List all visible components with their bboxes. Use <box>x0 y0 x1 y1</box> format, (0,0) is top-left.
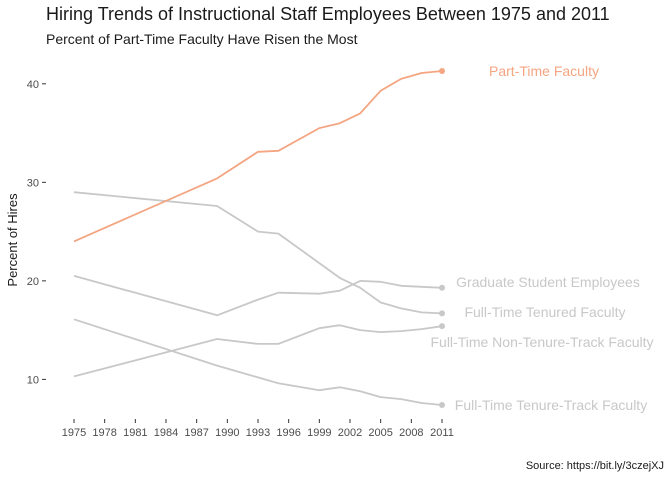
y-axis-title: Percent of Hires <box>5 193 20 287</box>
y-tick-label: 30 <box>27 177 39 189</box>
series-label-full-time-non-tenure-track-faculty: Full-Time Non-Tenure-Track Faculty <box>430 334 653 350</box>
series-label-part-time-faculty: Part-Time Faculty <box>489 63 599 79</box>
series-line-part-time-faculty <box>73 70 443 243</box>
x-tick-label: 2005 <box>368 427 392 439</box>
end-point-graduate-student-employees <box>439 284 445 291</box>
series-label-graduate-student-employees: Graduate Student Employees <box>456 274 640 290</box>
y-tick-label: 20 <box>27 276 39 288</box>
x-tick-label: 1990 <box>215 427 239 439</box>
series-line-full-time-tenure-track-faculty <box>73 318 443 406</box>
end-point-full-time-non-tenure-track-faculty <box>439 323 445 330</box>
x-tick-label: 1984 <box>154 427 178 439</box>
x-tick-label: 2008 <box>399 427 423 439</box>
series-line-full-time-non-tenure-track-faculty <box>73 324 443 378</box>
series-end-points <box>439 68 445 408</box>
x-tick-label: 1981 <box>123 427 147 439</box>
series-line-graduate-student-employees <box>73 275 443 317</box>
x-tick-label: 1987 <box>184 427 208 439</box>
y-tick-label: 10 <box>27 374 39 386</box>
chart-subtitle: Percent of Part-Time Faculty Have Risen … <box>46 31 358 47</box>
series-lines <box>73 70 443 406</box>
series-label-full-time-tenure-track-faculty: Full-Time Tenure-Track Faculty <box>455 397 647 413</box>
end-point-part-time-faculty <box>439 68 445 74</box>
x-tick-label: 1978 <box>92 427 116 439</box>
chart-caption: Source: https://bit.ly/3czejXJ <box>525 460 664 472</box>
end-point-full-time-tenured-faculty <box>439 310 445 317</box>
x-tick-label: 1993 <box>246 427 270 439</box>
y-tick-label: 40 <box>27 79 39 91</box>
x-tick-label: 1999 <box>307 427 331 439</box>
series-label-full-time-tenured-faculty: Full-Time Tenured Faculty <box>464 304 625 320</box>
x-tick-label: 2011 <box>430 427 454 439</box>
chart-title: Hiring Trends of Instructional Staff Emp… <box>46 4 610 24</box>
x-tick-label: 2002 <box>338 427 362 439</box>
series-labels: Full-Time Tenured Faculty Full-Time Tenur… <box>430 63 653 413</box>
x-tick-label: 1996 <box>276 427 300 439</box>
end-point-full-time-tenure-track-faculty <box>439 402 445 408</box>
axes: 10 20 30 40 1975 1978 1981 1984 1987 1990 1993 1996… <box>27 79 454 439</box>
series-line-full-time-tenured-faculty <box>73 191 443 315</box>
x-tick-label: 1975 <box>62 427 86 439</box>
